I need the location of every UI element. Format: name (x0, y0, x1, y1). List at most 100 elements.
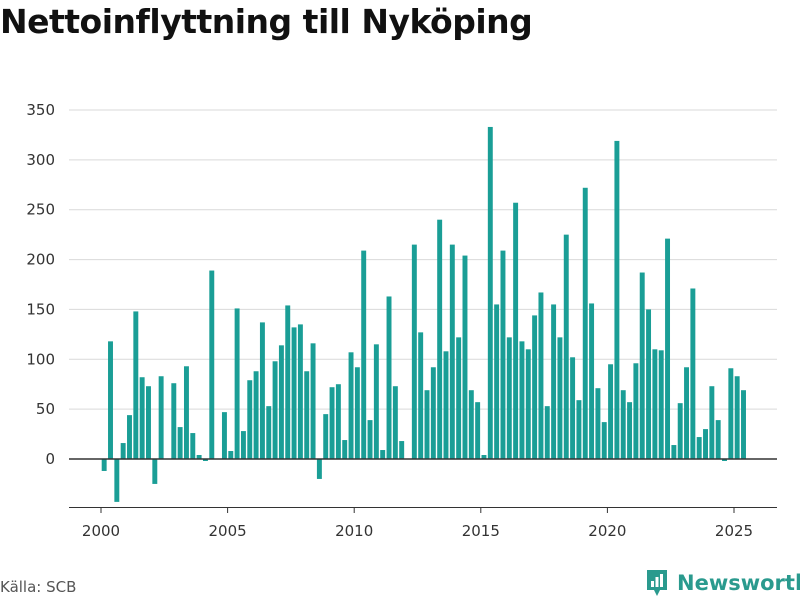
bar-2014Q1 (456, 337, 462, 459)
bar-2008Q2 (310, 343, 316, 459)
bar-2008Q4 (323, 414, 329, 459)
bar-2011Q3 (392, 386, 398, 459)
x-tick-label: 2025 (715, 522, 753, 540)
bar-2018Q3 (570, 357, 576, 459)
bar-2009Q2 (335, 384, 341, 459)
bar-2005Q4 (247, 380, 253, 459)
bar-2024Q3 (722, 459, 727, 461)
x-tick-label: 2010 (335, 522, 373, 540)
x-tick-label: 2020 (588, 522, 626, 540)
bar-2016Q4 (525, 349, 531, 459)
bar-2012Q3 (418, 332, 424, 459)
bar-2005Q2 (234, 308, 240, 459)
bar-2014Q3 (468, 390, 474, 459)
bar-2013Q2 (437, 219, 443, 459)
bars (69, 126, 777, 508)
bar-2018Q4 (576, 400, 582, 459)
bar-2020Q4 (627, 402, 633, 459)
y-tick-label: 300 (26, 151, 55, 169)
bar-2011Q1 (380, 450, 386, 459)
bar-2010Q4 (373, 344, 379, 459)
bar-2018Q2 (563, 234, 569, 459)
bar-2007Q1 (278, 345, 284, 459)
bar-2019Q3 (595, 388, 601, 459)
bar-2004Q2 (209, 270, 215, 459)
bar-2016Q3 (519, 341, 525, 459)
bar-2021Q4 (652, 349, 658, 459)
bar-2025Q1 (734, 376, 740, 459)
bar-2001Q4 (146, 386, 151, 459)
bar-2019Q2 (589, 303, 595, 459)
bar-2024Q4 (728, 368, 734, 459)
bar-2015Q4 (500, 250, 506, 459)
bar-2009Q1 (329, 387, 335, 459)
bar-2022Q3 (671, 445, 677, 459)
bar-2015Q3 (494, 304, 500, 459)
bar-2011Q4 (399, 441, 405, 459)
bar-2012Q4 (424, 390, 430, 459)
bar-2010Q2 (361, 250, 367, 459)
bar-2023Q4 (703, 429, 708, 459)
bar-2017Q4 (551, 304, 557, 459)
bar-2012Q2 (411, 244, 417, 459)
bar-2000Q3 (114, 459, 120, 502)
bar-2018Q1 (557, 337, 563, 459)
bar-2005Q3 (240, 431, 246, 459)
bar-2019Q1 (582, 187, 588, 459)
bar-2002Q4 (171, 383, 177, 459)
bar-2007Q2 (285, 305, 291, 459)
bar-2003Q1 (177, 427, 183, 459)
x-tick-label: 2015 (462, 522, 500, 540)
bar-2017Q1 (532, 315, 538, 459)
bar-2016Q2 (513, 202, 519, 460)
bar-2002Q1 (152, 459, 158, 484)
bar-2007Q4 (297, 324, 303, 459)
bar-2025Q2 (741, 390, 746, 459)
bar-chart-logo-icon (647, 570, 667, 596)
grid-lines (69, 109, 777, 410)
y-tick-label: 150 (26, 300, 55, 318)
bar-2001Q1 (127, 415, 132, 459)
bar-2020Q1 (608, 364, 614, 459)
y-tick-label: 250 (26, 201, 55, 219)
bar-2004Q4 (221, 412, 227, 459)
bar-2014Q4 (475, 402, 481, 459)
bar-2024Q2 (715, 420, 721, 459)
bar-2013Q4 (449, 244, 455, 459)
bar-2023Q3 (696, 437, 702, 459)
bar-2009Q4 (348, 352, 354, 459)
bar-2017Q2 (538, 292, 544, 459)
bar-2021Q1 (633, 363, 639, 459)
bar-2023Q2 (690, 288, 696, 459)
bar-2021Q2 (639, 272, 645, 459)
bar-2019Q4 (601, 422, 607, 459)
bar-2017Q3 (544, 406, 550, 459)
bar-2013Q3 (443, 351, 449, 459)
brand-name: Newsworthy (677, 571, 800, 595)
bar-2010Q3 (367, 420, 373, 459)
bar-2005Q1 (228, 451, 234, 459)
bar-2003Q2 (183, 366, 189, 459)
y-tick-label: 350 (26, 101, 55, 119)
y-tick-label: 200 (26, 251, 55, 269)
bar-2020Q2 (614, 140, 620, 459)
bar-2003Q3 (190, 433, 196, 459)
bar-2014Q2 (462, 255, 468, 459)
bar-2011Q2 (386, 296, 392, 459)
bar-2004Q1 (202, 459, 208, 461)
bar-2006Q1 (253, 371, 259, 459)
bar-2009Q3 (342, 440, 348, 459)
bar-2020Q3 (620, 390, 626, 459)
bar-2008Q1 (304, 371, 310, 459)
bar-2023Q1 (684, 367, 689, 459)
bar-2013Q1 (430, 367, 436, 459)
bar-2024Q1 (709, 386, 715, 459)
bar-2001Q2 (133, 311, 139, 459)
bar-2022Q2 (665, 238, 671, 459)
bar-2015Q1 (481, 455, 487, 459)
y-tick-label: 50 (36, 400, 55, 418)
y-tick-label: 0 (45, 450, 55, 468)
bar-2010Q1 (354, 367, 360, 459)
bar-2000Q2 (108, 341, 113, 459)
bar-2007Q3 (291, 327, 297, 459)
